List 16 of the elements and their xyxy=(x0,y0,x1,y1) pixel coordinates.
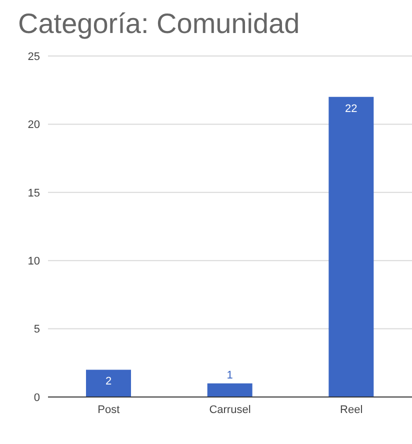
y-tick-label: 10 xyxy=(28,256,40,268)
bar xyxy=(328,96,374,397)
x-tick-label: Post xyxy=(98,404,120,416)
data-label: 1 xyxy=(226,369,233,382)
y-tick-label: 0 xyxy=(34,392,40,404)
x-tick-label: Reel xyxy=(340,404,363,416)
y-tick-label: 5 xyxy=(34,324,40,336)
data-label: 22 xyxy=(345,102,358,115)
data-label: 2 xyxy=(105,376,112,388)
y-tick-label: 20 xyxy=(28,119,40,132)
chart-title: Categoría: Comunidad xyxy=(18,8,301,40)
y-tick-label: 15 xyxy=(28,187,40,200)
bar xyxy=(86,370,131,397)
x-tick-label: Carrusel xyxy=(209,404,251,416)
y-tick-label: 25 xyxy=(28,50,40,63)
bar xyxy=(207,383,252,397)
